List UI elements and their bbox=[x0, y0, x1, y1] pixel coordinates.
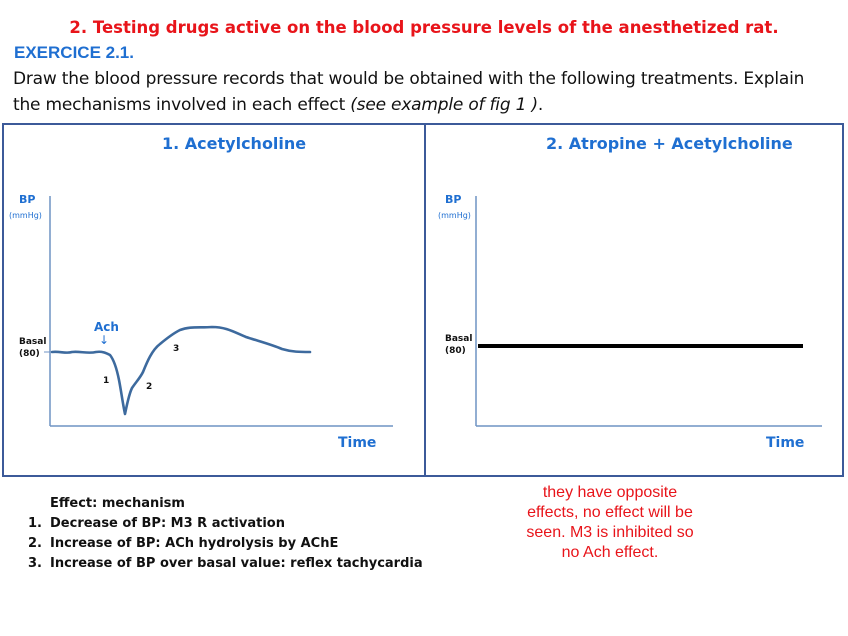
panel1-y-unit: (mmHg) bbox=[9, 211, 42, 220]
legend-item: 2. Increase of BP: ACh hydrolysis by AChE bbox=[28, 536, 339, 551]
exercise-title: EXERCICE 2.1. bbox=[14, 43, 134, 62]
page-heading: 2. Testing drugs active on the blood pre… bbox=[69, 18, 779, 37]
legend-item: 1. Decrease of BP: M3 R activation bbox=[28, 516, 285, 531]
phase-3-label: 3 bbox=[173, 344, 180, 354]
phase-2-label: 2 bbox=[146, 382, 153, 392]
panel1-x-label: Time bbox=[338, 435, 377, 451]
effect-legend: Effect: mechanism 1. Decrease of BP: M3 R… bbox=[28, 494, 423, 574]
panel2-y-label: BP bbox=[445, 193, 462, 206]
panel2-basal: Basal (80) bbox=[445, 334, 473, 356]
panel2-x-label: Time bbox=[766, 435, 805, 451]
legend-header: Effect: mechanism bbox=[50, 496, 185, 511]
instructions-line2: the mechanisms involved in each effect (… bbox=[13, 95, 544, 115]
panel1-title: 1. Acetylcholine bbox=[162, 134, 307, 153]
panel2-title: 2. Atropine + Acetylcholine bbox=[546, 134, 793, 153]
ach-arrow-icon: ↓ bbox=[99, 333, 110, 347]
bp-trace bbox=[50, 325, 312, 416]
instructions: Draw the blood pressure records that wou… bbox=[13, 66, 843, 118]
ach-marker: Ach bbox=[94, 320, 119, 334]
panel1-y-label: BP bbox=[19, 193, 36, 206]
legend-item: 3. Increase of BP over basal value: refle… bbox=[28, 556, 423, 571]
handwritten-answer: they have opposite effects, no effect wi… bbox=[526, 484, 694, 561]
phase-1-label: 1 bbox=[103, 376, 110, 386]
panel1-basal: Basal (80) bbox=[19, 337, 47, 359]
instructions-line1: Draw the blood pressure records that wou… bbox=[13, 69, 805, 89]
panel-divider bbox=[424, 123, 426, 477]
panel2-y-unit: (mmHg) bbox=[438, 211, 471, 220]
figure-frame bbox=[2, 123, 844, 477]
